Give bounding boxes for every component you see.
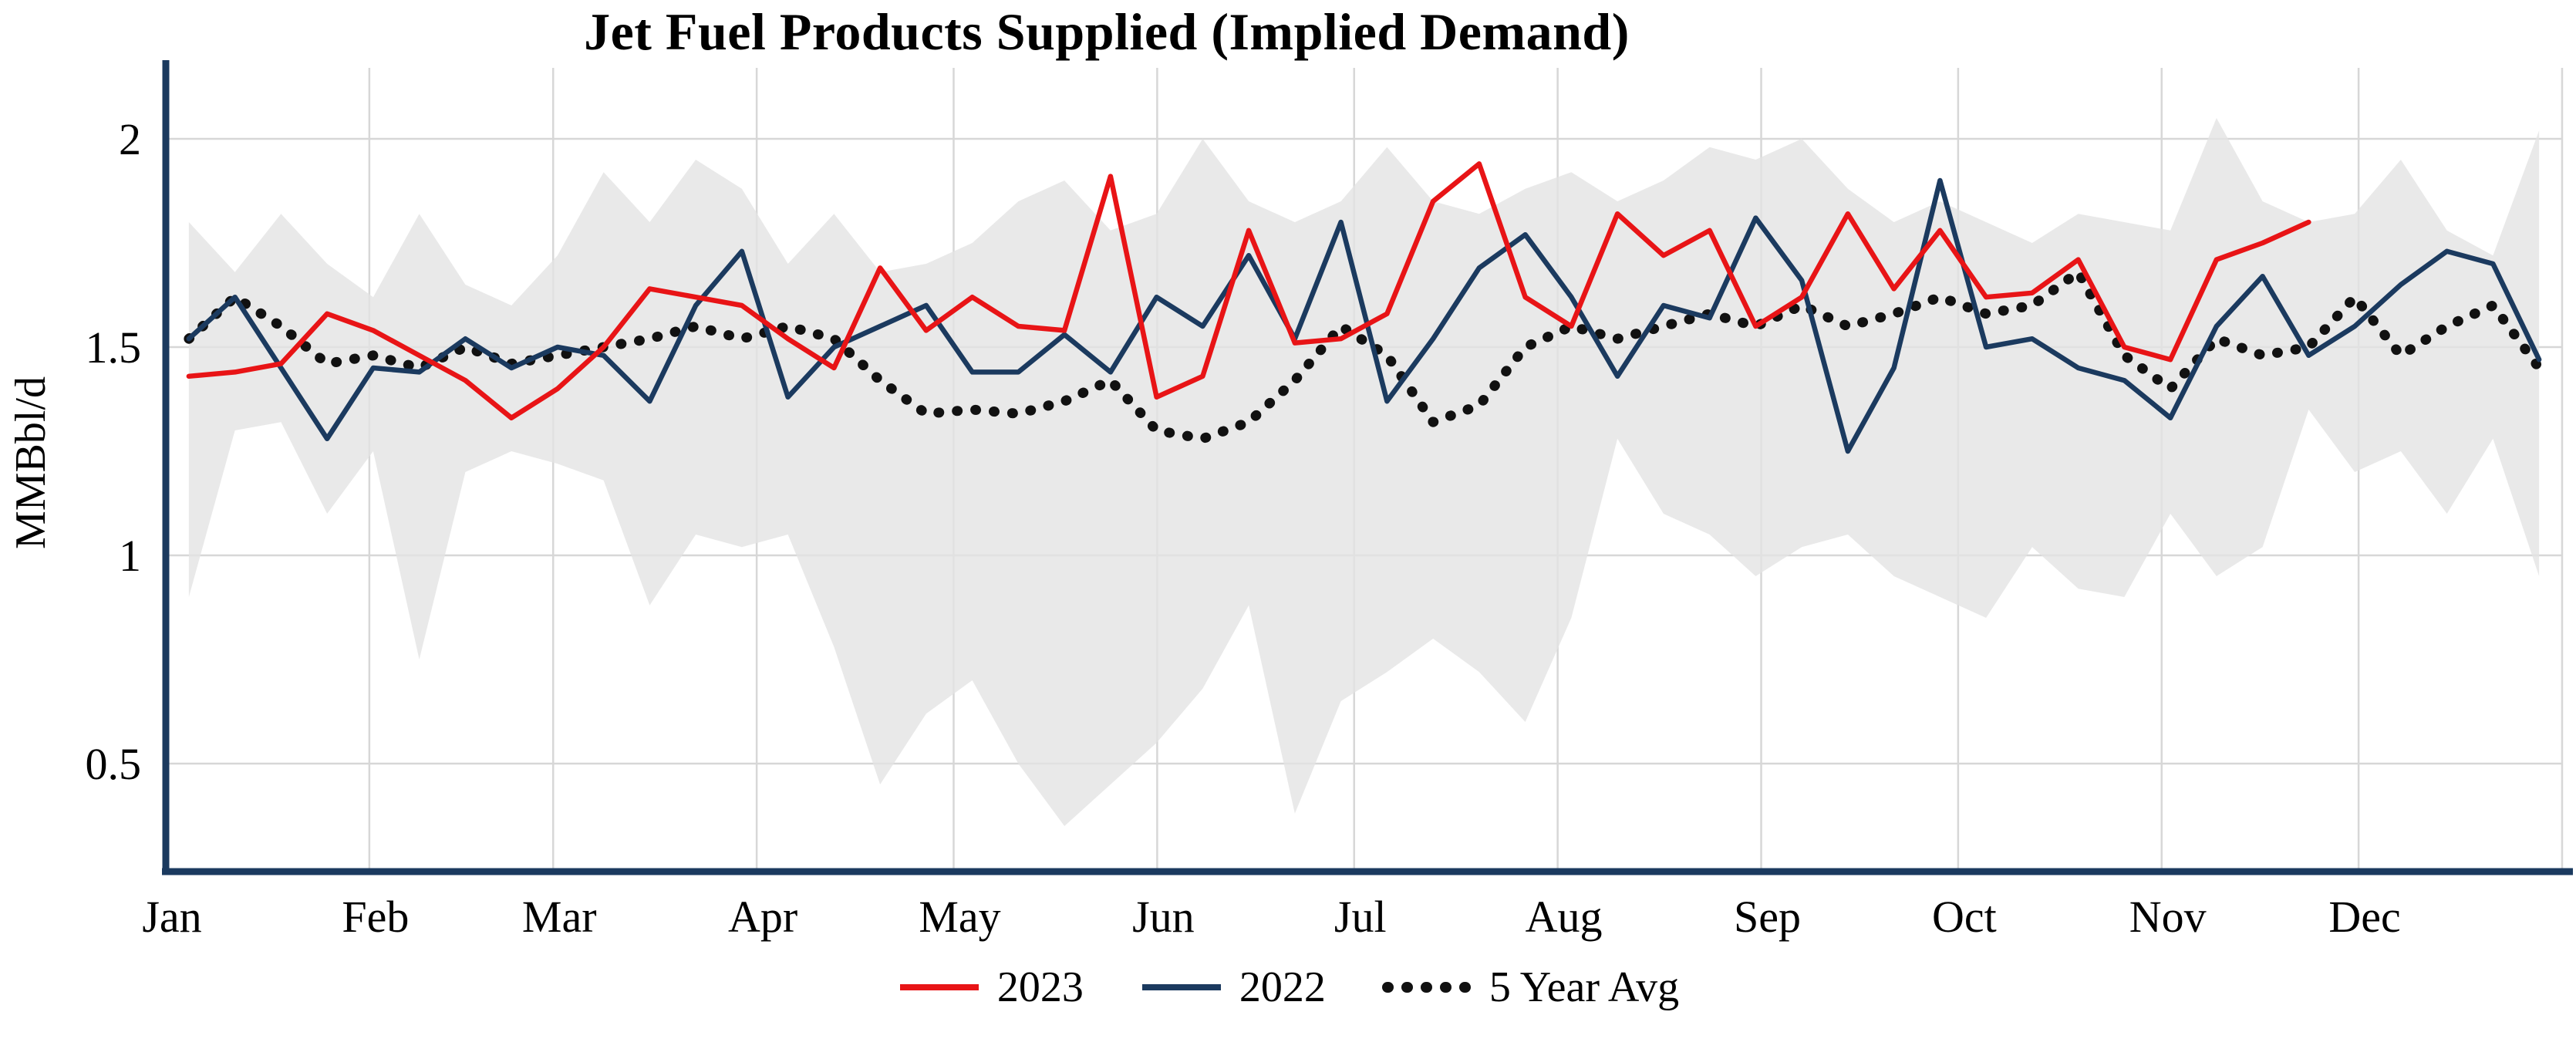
legend-label-2022: 2022: [1239, 963, 1326, 1011]
legend-key-2023-line: [899, 984, 979, 990]
series-2023-line: [186, 161, 2311, 421]
x-tick-label: Sep: [1734, 892, 1801, 942]
chart-legend: 2023 2022 5 Year Avg: [0, 966, 2576, 1009]
y-tick-label: 1.5: [86, 322, 142, 373]
legend-key-5-year-avg-dotted-line: [1381, 982, 1474, 993]
y-tick-label: 1: [119, 531, 141, 581]
legend-label-2023: 2023: [996, 963, 1084, 1011]
y-tick-label: 2: [119, 114, 141, 164]
x-tick-label: Oct: [1932, 892, 1997, 942]
x-tick-label: Aug: [1526, 892, 1603, 942]
x-tick-label: Apr: [728, 892, 797, 942]
legend-item-5-year-avg: 5 Year Avg: [1381, 966, 1679, 1009]
x-tick-label: Jun: [1132, 892, 1195, 942]
x-tick-label: Jul: [1334, 892, 1387, 942]
x-tick-label: Nov: [2129, 892, 2207, 942]
x-tick-label: Jan: [142, 892, 201, 942]
legend-item-2022: 2022: [1139, 966, 1326, 1009]
legend-label-5-year-avg: 5 Year Avg: [1489, 963, 1680, 1011]
x-tick-label: Dec: [2328, 892, 2400, 942]
legend-item-2023: 2023: [897, 966, 1084, 1009]
x-tick-label: Feb: [342, 892, 409, 942]
x-tick-label: May: [919, 892, 1000, 942]
five-year-range-band: [188, 118, 2540, 826]
x-tick-label: Mar: [522, 892, 597, 942]
legend-key-2022-line: [1141, 984, 1221, 990]
chart-title: Jet Fuel Products Supplied (Implied Dema…: [584, 2, 1630, 61]
series-2022-line: [186, 177, 2542, 454]
y-tick-label: 0.5: [86, 739, 142, 789]
